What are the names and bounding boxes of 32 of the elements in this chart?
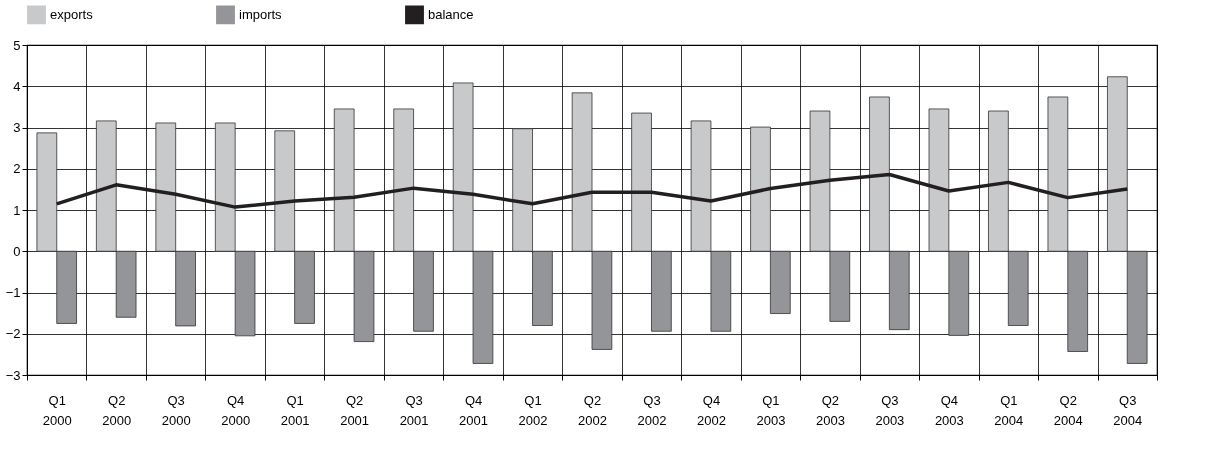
x-tick-label: Q1 2001 bbox=[280, 392, 310, 428]
y-tick-label: 5 bbox=[13, 37, 21, 53]
line-series bbox=[54, 172, 1130, 209]
y-tick-label: 3 bbox=[13, 120, 21, 135]
y-tick-label: −1 bbox=[5, 285, 21, 300]
x-tick-label: Q2 2004 bbox=[1053, 392, 1083, 428]
x-tick-label: Q1 2004 bbox=[994, 392, 1024, 428]
x-tick-label: Q4 2003 bbox=[934, 392, 964, 428]
x-tick-label: Q4 2000 bbox=[221, 392, 251, 428]
legend-label: exports bbox=[50, 6, 94, 22]
x-tick-label: Q3 2001 bbox=[399, 392, 429, 428]
legend-label: balance bbox=[428, 6, 474, 22]
x-tick-label: Q2 2000 bbox=[102, 392, 132, 428]
y-tick-label: −2 bbox=[5, 326, 21, 342]
x-tick-label: Q3 2002 bbox=[637, 392, 667, 428]
x-tick-label: Q2 2003 bbox=[815, 392, 845, 428]
legend-label: imports bbox=[239, 6, 283, 22]
y-tick-label: 2 bbox=[13, 161, 21, 177]
y-tick-label: 0 bbox=[13, 243, 21, 259]
x-tick-label: Q4 2001 bbox=[459, 392, 489, 428]
x-tick-label: Q2 2001 bbox=[340, 392, 370, 428]
x-tick-label: Q1 2000 bbox=[42, 392, 72, 428]
x-tick-label: Q3 2004 bbox=[1113, 392, 1143, 428]
x-tick-label: Q1 2003 bbox=[756, 392, 786, 428]
x-tick-label: Q4 2002 bbox=[696, 392, 726, 428]
x-tick-label: Q3 2000 bbox=[161, 392, 191, 428]
y-tick-label: −3 bbox=[5, 367, 21, 383]
x-tick-label: Q2 2002 bbox=[578, 392, 607, 428]
y-tick-label: 4 bbox=[13, 78, 21, 94]
y-tick-label: 1 bbox=[13, 202, 21, 218]
x-tick-label: Q1 2002 bbox=[518, 392, 548, 428]
x-tick-label: Q3 2003 bbox=[875, 392, 905, 428]
